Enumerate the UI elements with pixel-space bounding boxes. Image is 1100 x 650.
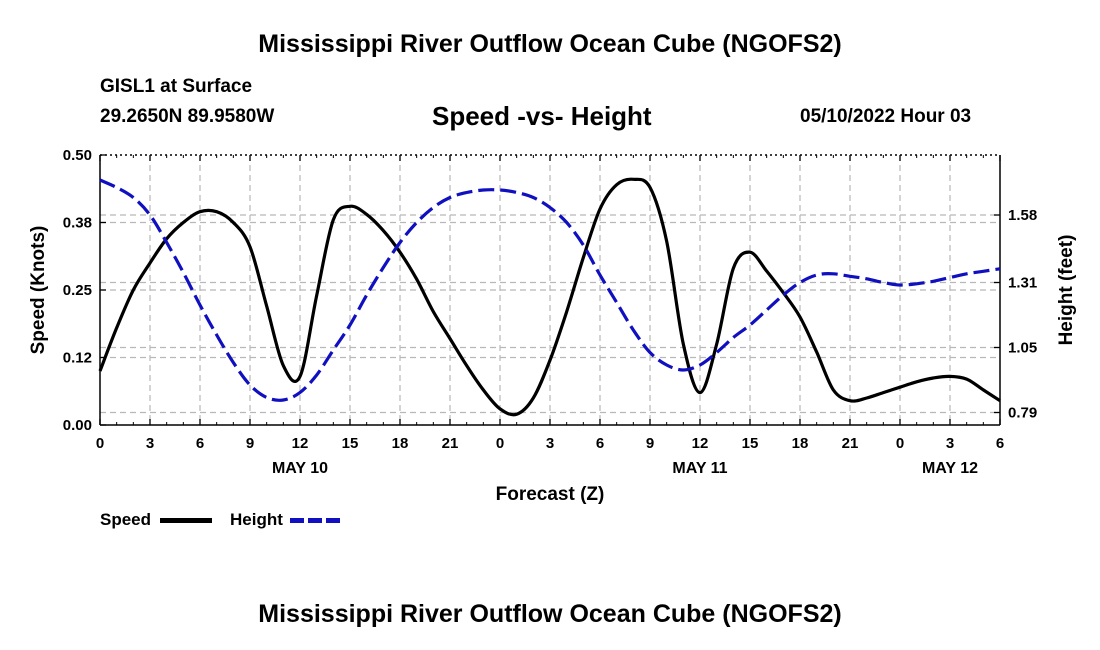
y-tick-label: 0.38	[63, 215, 92, 232]
x-tick-label: 9	[246, 435, 254, 452]
y2-tick-label: 1.05	[1008, 340, 1037, 357]
x-tick-label: 6	[596, 435, 604, 452]
x-tick-label: 18	[392, 435, 409, 452]
y-tick-label: 0.00	[63, 417, 92, 434]
legend-height-line	[290, 518, 342, 523]
x-axis-title: Forecast (Z)	[496, 484, 605, 505]
y-tick-label: 0.25	[63, 282, 92, 299]
legend-speed-label: Speed	[100, 510, 152, 529]
y-tick-label: 0.12	[63, 350, 92, 367]
x-tick-label: 15	[342, 435, 359, 452]
y2-tick-label: 1.58	[1008, 207, 1037, 224]
x-tick-label: 6	[996, 435, 1004, 452]
forecast-datetime: 05/10/2022 Hour 03	[800, 106, 972, 127]
x-tick-label: 21	[442, 435, 459, 452]
day-label: MAY 10	[272, 460, 328, 477]
y2-tick-label: 0.79	[1008, 405, 1037, 422]
x-tick-label: 0	[96, 435, 104, 452]
station-coordinates: 29.2650N 89.9580W	[100, 106, 275, 127]
chart-subtitle: Speed -vs- Height	[432, 101, 652, 131]
chart-title: Mississippi River Outflow Ocean Cube (NG…	[258, 30, 842, 58]
y2-axis-title: Height (feet)	[1056, 235, 1077, 346]
legend-height-label: Height	[230, 510, 283, 529]
x-tick-label: 3	[146, 435, 154, 452]
x-tick-label: 0	[496, 435, 504, 452]
day-label: MAY 12	[922, 460, 978, 477]
day-label: MAY 11	[672, 460, 727, 477]
y-tick-label: 0.50	[63, 147, 92, 164]
speed-series-line	[98, 177, 1001, 417]
x-tick-label: 12	[692, 435, 709, 452]
x-tick-label: 21	[842, 435, 859, 452]
x-tick-label: 0	[896, 435, 904, 452]
y-axis-title: Speed (Knots)	[28, 226, 49, 355]
x-tick-label: 6	[196, 435, 204, 452]
x-tick-label: 9	[646, 435, 654, 452]
height-series-line	[99, 178, 1001, 402]
x-tick-label: 18	[792, 435, 809, 452]
y2-tick-label: 1.31	[1008, 275, 1037, 292]
bottom-chart-title: Mississippi River Outflow Ocean Cube (NG…	[258, 600, 842, 628]
x-tick-label: 15	[742, 435, 759, 452]
x-tick-label: 3	[546, 435, 554, 452]
station-label: GISL1 at Surface	[100, 76, 253, 97]
legend-speed-line	[160, 518, 212, 523]
x-tick-label: 3	[946, 435, 954, 452]
x-tick-label: 12	[292, 435, 309, 452]
